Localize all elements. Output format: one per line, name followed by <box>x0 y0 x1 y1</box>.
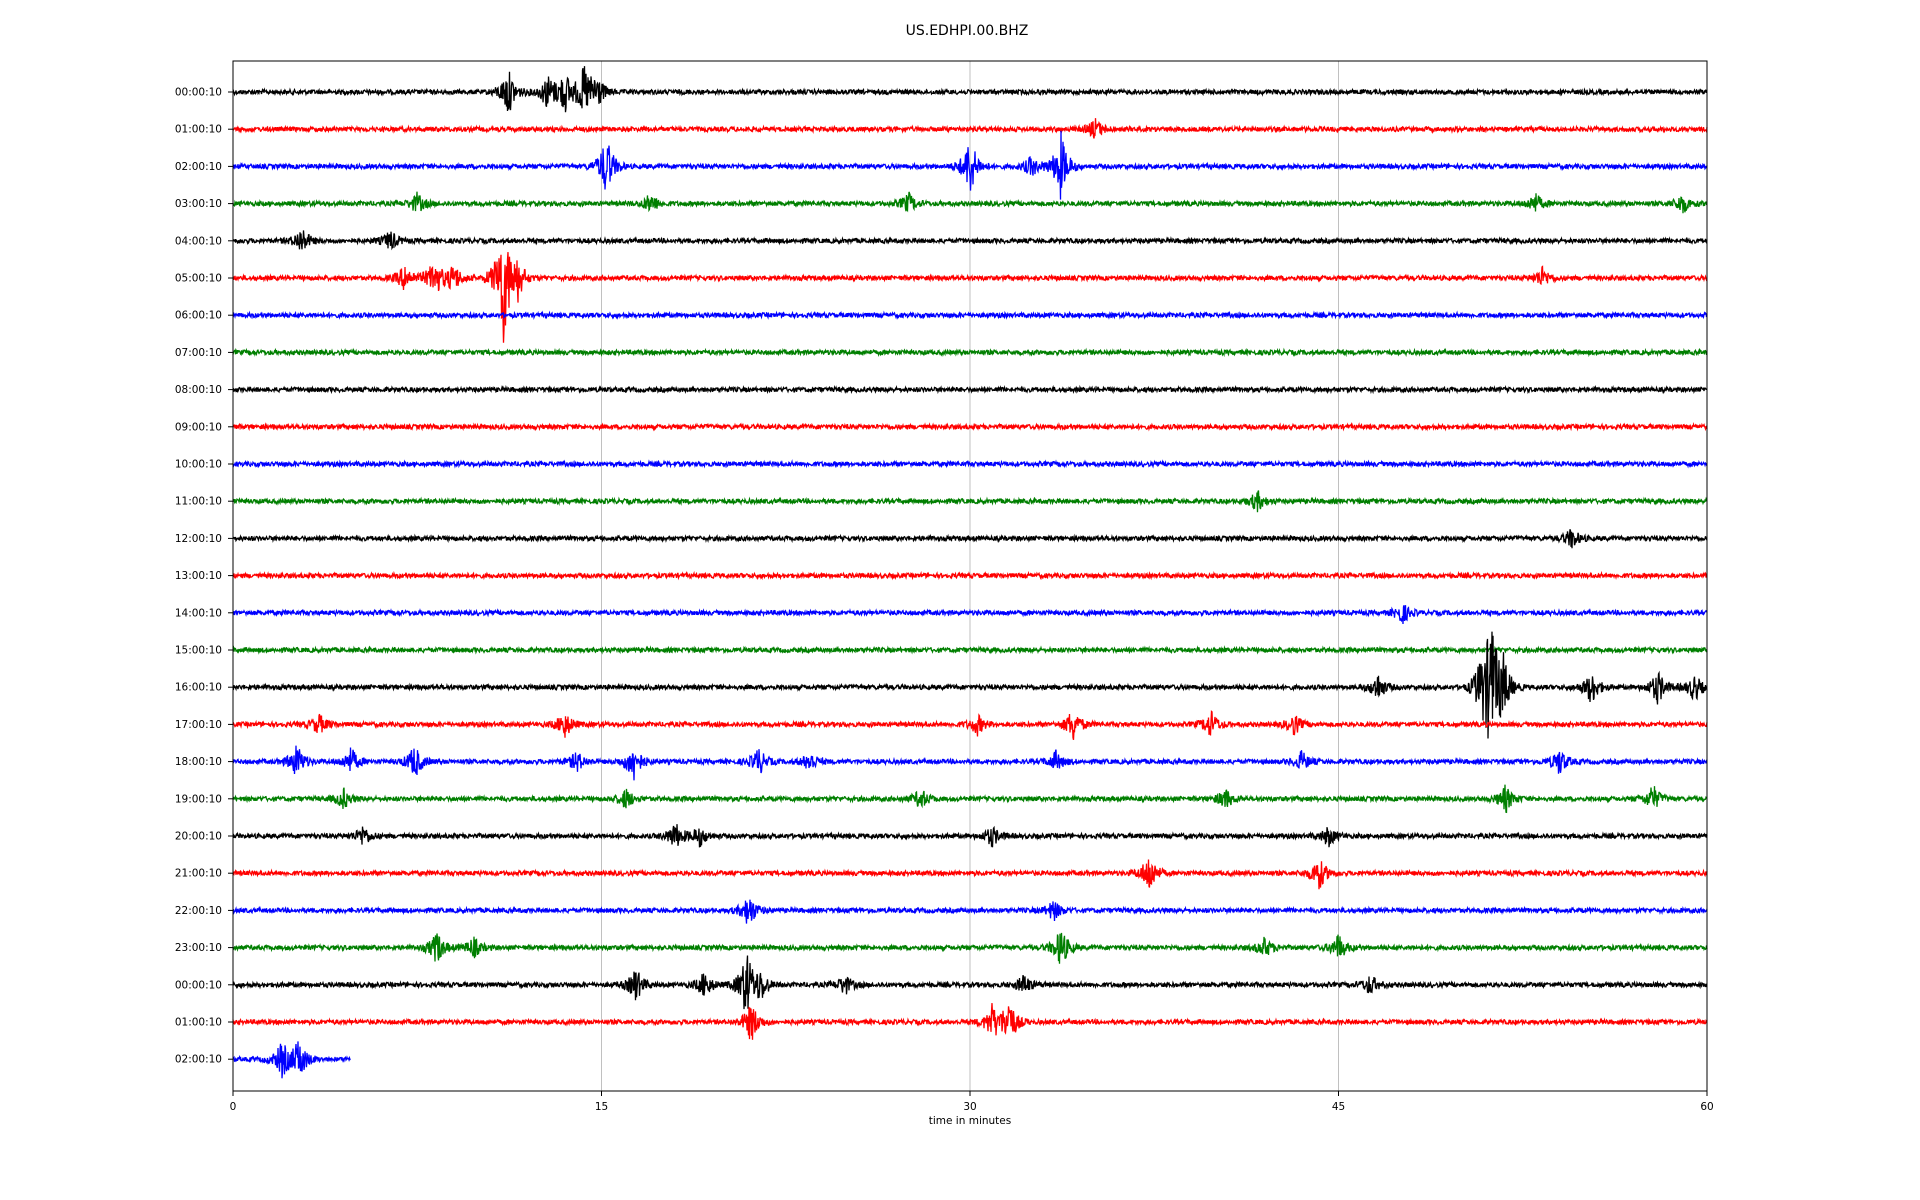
row-time-label: 02:00:10 <box>175 161 222 173</box>
x-axis-ticks: 0 15 30 45 60 <box>230 1091 1714 1113</box>
row-time-label: 00:00:10 <box>175 87 222 99</box>
x-tick-label: 30 <box>963 1101 976 1113</box>
trace-line <box>232 421 1708 432</box>
row-time-label: 07:00:10 <box>175 347 222 359</box>
row-time-label: 03:00:10 <box>175 198 222 210</box>
trace-line <box>232 955 1708 1010</box>
row-time-label: 16:00:10 <box>175 682 222 694</box>
trace-line <box>232 859 1708 890</box>
row-time-label: 14:00:10 <box>175 607 222 619</box>
trace-line <box>232 1041 351 1079</box>
row-time-label: 18:00:10 <box>175 756 222 768</box>
trace-line <box>232 605 1708 625</box>
trace-line <box>232 118 1708 139</box>
trace-line <box>232 824 1708 848</box>
row-time-label: 22:00:10 <box>175 905 222 917</box>
row-time-label: 10:00:10 <box>175 459 222 471</box>
trace-line <box>232 745 1708 781</box>
trace-line <box>232 66 1708 113</box>
trace-line <box>232 932 1708 964</box>
trace-line <box>232 529 1708 549</box>
row-time-label: 01:00:10 <box>175 124 222 136</box>
x-tick-label: 15 <box>595 1101 608 1113</box>
trace-line <box>232 645 1708 655</box>
row-time-label: 12:00:10 <box>175 533 222 545</box>
trace-line <box>232 347 1708 358</box>
trace-line <box>232 710 1708 740</box>
x-axis-label: time in minutes <box>929 1115 1011 1127</box>
trace-line <box>232 899 1708 924</box>
row-time-label: 01:00:10 <box>175 1017 222 1029</box>
row-time-label: 04:00:10 <box>175 235 222 247</box>
x-tick-label: 45 <box>1332 1101 1345 1113</box>
trace-line <box>232 490 1708 513</box>
row-labels: 00:00:10 01:00:10 02:00:10 03:00:10 04:00:10… <box>175 87 233 1066</box>
row-time-label: 06:00:10 <box>175 310 222 322</box>
row-time-label: 23:00:10 <box>175 942 222 954</box>
trace-line <box>232 130 1708 200</box>
row-time-label: 00:00:10 <box>175 979 222 991</box>
trace-line <box>232 252 1708 343</box>
row-time-label: 08:00:10 <box>175 384 222 396</box>
row-time-label: 13:00:10 <box>175 570 222 582</box>
row-time-label: 09:00:10 <box>175 421 222 433</box>
row-time-label: 17:00:10 <box>175 719 222 731</box>
trace-line <box>232 191 1708 214</box>
row-time-label: 21:00:10 <box>175 868 222 880</box>
row-time-label: 20:00:10 <box>175 831 222 843</box>
trace-line <box>232 384 1708 395</box>
trace-line <box>232 784 1708 814</box>
chart-title: US.EDHPI.00.BHZ <box>906 23 1029 39</box>
trace-line <box>232 230 1708 251</box>
trace-line <box>232 631 1708 739</box>
trace-line <box>232 1003 1708 1040</box>
row-time-label: 05:00:10 <box>175 273 222 285</box>
x-tick-label: 60 <box>1700 1101 1713 1113</box>
trace-line <box>232 310 1708 320</box>
row-time-label: 11:00:10 <box>175 496 222 508</box>
row-time-label: 19:00:10 <box>175 793 222 805</box>
row-time-label: 02:00:10 <box>175 1054 222 1066</box>
x-tick-label: 0 <box>230 1101 237 1113</box>
trace-line <box>232 459 1708 469</box>
row-time-label: 15:00:10 <box>175 645 222 657</box>
traces <box>232 66 1708 1079</box>
trace-line <box>232 570 1708 581</box>
